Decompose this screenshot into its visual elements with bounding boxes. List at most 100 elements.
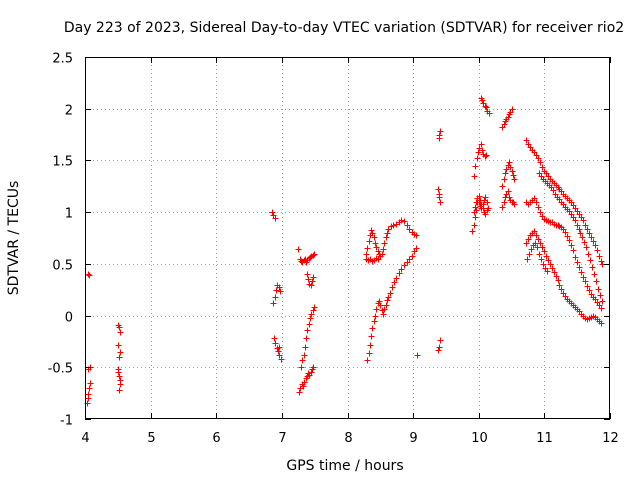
series-s8 [295,246,318,266]
series-s17 [435,186,444,206]
data-point [303,335,310,342]
data-point [543,253,550,260]
data-point [502,170,509,177]
data-point [393,275,400,282]
grid-lines [85,57,610,419]
data-point [364,245,371,252]
data-point [471,173,478,180]
data-point [300,383,307,390]
y-tick-label: -0.5 [48,362,73,377]
data-point [115,342,122,349]
data-point [540,261,547,268]
x-tick-label: 9 [409,431,417,446]
data-point [85,271,92,278]
data-point [86,385,93,392]
data-point [301,379,308,386]
data-point [503,166,510,173]
data-point [566,237,573,244]
data-point [437,337,444,344]
series-s19 [478,95,493,117]
data-point [413,232,420,239]
data-point [379,251,386,258]
data-point [509,106,516,113]
data-point [583,244,590,251]
data-point [501,176,508,183]
data-point [587,257,594,264]
data-point [523,137,530,144]
x-axis-label: GPS time / hours [286,458,403,474]
data-point [372,313,379,320]
data-point [535,155,542,162]
data-point [383,302,390,309]
data-point [371,318,378,325]
data-point [310,274,317,281]
series-s26 [523,137,606,268]
data-point [116,324,123,331]
data-point [501,121,508,128]
data-point [406,226,413,233]
data-point [369,230,376,237]
data-point [541,248,548,255]
x-tick-label: 6 [212,431,220,446]
data-point [505,114,512,121]
data-point [576,264,583,271]
data-point [511,201,518,208]
series-s30 [524,240,551,275]
data-point [598,320,605,327]
data-point [373,244,380,251]
series-s10 [296,364,317,396]
data-point [366,238,373,245]
data-point [373,306,380,313]
data-point [582,278,589,285]
data-point [311,304,318,311]
data-point [499,204,506,211]
y-tick-label: 2 [65,104,73,119]
y-tick-label: 0.5 [52,259,73,274]
y-tick-label: -1 [60,414,73,429]
y-tick-label: 0 [65,311,73,326]
data-point [436,194,443,201]
series-s23 [499,106,516,131]
data-point [375,256,382,263]
series-s6 [270,282,284,307]
series-s27 [523,195,605,312]
data-point [308,311,315,318]
series-s29 [523,228,605,327]
data-point [558,286,565,293]
data-point [535,204,542,211]
data-point [437,128,444,135]
x-tick-label: 10 [471,431,488,446]
series-s13 [363,255,382,265]
data-point [585,251,592,258]
data-point [539,164,546,171]
data-point [598,305,605,312]
data-point [469,228,476,235]
series-s16 [436,128,444,142]
data-point [271,335,278,342]
data-point [269,209,276,216]
data-point [474,155,481,162]
data-point [474,195,481,202]
data-point [562,229,569,236]
data-point [472,163,479,170]
data-point [581,239,588,246]
data-point [435,186,442,193]
data-point [555,277,562,284]
data-point [371,234,378,241]
data-point [578,269,585,276]
data-point [387,290,394,297]
data-point [586,230,593,237]
data-point [553,273,560,280]
data-point [86,272,93,279]
data-point [590,238,597,245]
data-point [298,364,305,371]
data-point [594,247,601,254]
data-point [509,168,516,175]
data-point [409,253,416,260]
data-point [505,188,512,195]
y-tick-label: 1.5 [52,155,73,170]
data-point [525,236,532,243]
series-s18 [435,337,444,354]
data-point [551,269,558,276]
